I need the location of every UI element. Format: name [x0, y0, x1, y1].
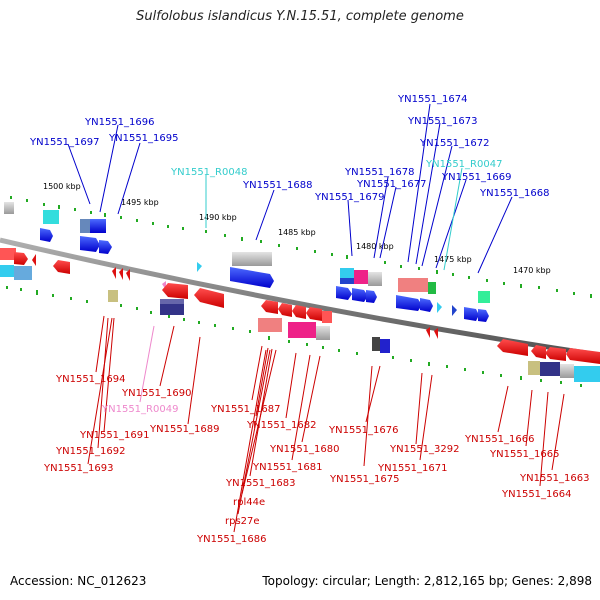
label-yn1551-1665[interactable]: YN1551_1665 — [489, 449, 560, 460]
accession-text: Accession: NC_012623 — [10, 574, 147, 588]
scale-label-1495: 1495 kbp — [121, 198, 159, 207]
label-yn1551-r0047[interactable]: YN1551_R0047 — [425, 159, 502, 170]
scale-label-1470: 1470 kbp — [513, 266, 551, 275]
scale-label-1480: 1480 kbp — [356, 242, 394, 251]
forward-label-leaders — [67, 103, 513, 274]
label-yn1551-1688[interactable]: YN1551_1688 — [242, 180, 313, 191]
label-yn1551-1677[interactable]: YN1551_1677 — [356, 179, 427, 190]
label-yn1551-3292[interactable]: YN1551_3292 — [389, 444, 460, 455]
label-yn1551-1674[interactable]: YN1551_1674 — [397, 94, 468, 105]
label-yn1551-1663[interactable]: YN1551_1663 — [519, 473, 590, 484]
scale-ticks-outer-top — [10, 196, 592, 298]
label-yn1551-1680[interactable]: YN1551_1680 — [269, 444, 340, 455]
scale-label-1475: 1475 kbp — [434, 255, 472, 264]
label-yn1551-1668[interactable]: YN1551_1668 — [479, 188, 550, 199]
label-yn1551-1690[interactable]: YN1551_1690 — [121, 388, 192, 399]
label-yn1551-1681[interactable]: YN1551_1681 — [252, 462, 323, 473]
label-yn1551-r0048[interactable]: YN1551_R0048 — [170, 167, 247, 178]
label-yn1551-1689[interactable]: YN1551_1689 — [149, 424, 220, 435]
reverse-label-leaders — [87, 315, 565, 533]
scale-ticks-outer-bottom — [6, 286, 582, 387]
label-yn1551-r0049[interactable]: YN1551_R0049 — [101, 404, 178, 415]
scale-label-1490: 1490 kbp — [199, 213, 237, 222]
label-yn1551-1695[interactable]: YN1551_1695 — [108, 133, 179, 144]
label-yn1551-1671[interactable]: YN1551_1671 — [377, 463, 448, 474]
label-yn1551-1676[interactable]: YN1551_1676 — [328, 425, 399, 436]
label-yn1551-1693[interactable]: YN1551_1693 — [43, 463, 114, 474]
label-rps27e[interactable]: rps27e — [225, 516, 260, 527]
label-yn1551-1666[interactable]: YN1551_1666 — [464, 434, 535, 445]
label-rpl44e[interactable]: rpl44e — [233, 497, 265, 508]
label-yn1551-1686[interactable]: YN1551_1686 — [196, 534, 267, 545]
label-yn1551-1691[interactable]: YN1551_1691 — [79, 430, 150, 441]
label-yn1551-1696[interactable]: YN1551_1696 — [84, 117, 155, 128]
scale-label-1500: 1500 kbp — [43, 182, 81, 191]
genome-info-text: Topology: circular; Length: 2,812,165 bp… — [262, 574, 592, 588]
label-yn1551-1669[interactable]: YN1551_1669 — [441, 172, 512, 183]
label-yn1551-1694[interactable]: YN1551_1694 — [55, 374, 126, 385]
label-yn1551-1673[interactable]: YN1551_1673 — [407, 116, 478, 127]
rna-leader-r0047 — [443, 167, 463, 271]
label-yn1551-1697[interactable]: YN1551_1697 — [29, 137, 100, 148]
label-yn1551-1672[interactable]: YN1551_1672 — [419, 138, 490, 149]
scale-label-1485: 1485 kbp — [278, 228, 316, 237]
label-yn1551-1679[interactable]: YN1551_1679 — [314, 192, 385, 203]
label-yn1551-1687[interactable]: YN1551_1687 — [210, 404, 281, 415]
label-yn1551-1664[interactable]: YN1551_1664 — [501, 489, 572, 500]
reverse-strand-genes — [0, 248, 600, 382]
map-title: Sulfolobus islandicus Y.N.15.51, complet… — [136, 9, 464, 24]
label-yn1551-1692[interactable]: YN1551_1692 — [55, 446, 126, 457]
label-yn1551-1682[interactable]: YN1551_1682 — [246, 420, 317, 431]
forward-strand-genes — [4, 202, 490, 322]
rna-leader-r0049 — [139, 325, 155, 403]
label-yn1551-1678[interactable]: YN1551_1678 — [344, 167, 415, 178]
label-yn1551-1675[interactable]: YN1551_1675 — [329, 474, 400, 485]
label-yn1551-1683[interactable]: YN1551_1683 — [225, 478, 296, 489]
